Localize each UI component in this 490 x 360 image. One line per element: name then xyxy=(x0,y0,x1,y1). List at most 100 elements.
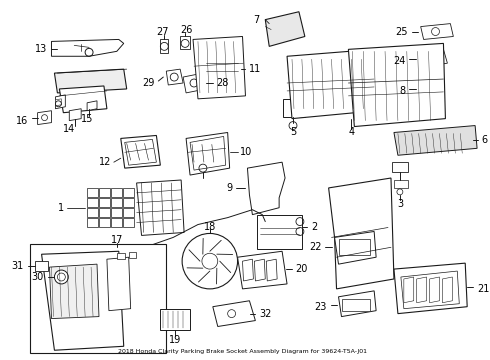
Polygon shape xyxy=(417,80,443,96)
Bar xyxy=(111,208,122,217)
Polygon shape xyxy=(166,69,183,85)
Polygon shape xyxy=(38,111,51,125)
Bar xyxy=(87,217,98,226)
Polygon shape xyxy=(121,135,160,168)
Polygon shape xyxy=(394,126,477,155)
Polygon shape xyxy=(329,178,394,289)
Polygon shape xyxy=(137,180,184,235)
Polygon shape xyxy=(55,99,61,106)
Bar xyxy=(87,198,98,207)
Text: 26: 26 xyxy=(180,24,192,35)
Text: 22: 22 xyxy=(309,242,322,252)
Bar xyxy=(111,188,122,197)
Polygon shape xyxy=(160,40,168,53)
Polygon shape xyxy=(394,263,467,314)
Text: 5: 5 xyxy=(290,127,296,138)
Text: 29: 29 xyxy=(142,78,154,88)
Text: 10: 10 xyxy=(240,147,252,157)
Polygon shape xyxy=(59,86,107,113)
Text: 13: 13 xyxy=(35,44,48,54)
Polygon shape xyxy=(193,36,245,99)
Text: 12: 12 xyxy=(98,157,111,167)
Bar xyxy=(257,215,302,249)
Bar xyxy=(87,188,98,197)
Bar xyxy=(339,239,370,255)
Text: 19: 19 xyxy=(169,336,181,345)
Polygon shape xyxy=(42,251,124,350)
Text: 2018 Honda Clarity Parking Brake Socket Assembly Diagram for 39624-T5A-J01: 2018 Honda Clarity Parking Brake Socket … xyxy=(118,349,367,354)
Text: 11: 11 xyxy=(249,64,262,74)
Text: 31: 31 xyxy=(11,261,24,271)
Polygon shape xyxy=(421,24,453,40)
Polygon shape xyxy=(254,259,265,281)
Polygon shape xyxy=(186,132,230,175)
Text: 27: 27 xyxy=(156,27,169,36)
Text: 3: 3 xyxy=(397,199,403,209)
Polygon shape xyxy=(442,277,452,303)
Polygon shape xyxy=(180,36,190,49)
Bar xyxy=(99,188,110,197)
Bar xyxy=(160,309,190,330)
Bar xyxy=(129,252,136,258)
Polygon shape xyxy=(417,49,447,67)
Polygon shape xyxy=(339,291,376,316)
Polygon shape xyxy=(247,162,285,215)
Polygon shape xyxy=(54,69,127,93)
Polygon shape xyxy=(87,101,97,111)
Text: 16: 16 xyxy=(16,116,28,126)
Text: 2: 2 xyxy=(311,221,317,231)
Text: 14: 14 xyxy=(63,123,75,134)
Polygon shape xyxy=(55,95,65,109)
Polygon shape xyxy=(51,40,124,56)
Polygon shape xyxy=(430,277,440,303)
Text: 15: 15 xyxy=(81,114,93,123)
Polygon shape xyxy=(416,277,427,303)
Polygon shape xyxy=(401,271,459,309)
Text: 25: 25 xyxy=(395,27,408,36)
Polygon shape xyxy=(266,259,277,281)
Bar xyxy=(343,299,370,311)
Bar xyxy=(283,99,305,117)
Text: 24: 24 xyxy=(393,56,406,66)
Polygon shape xyxy=(243,259,253,281)
Bar xyxy=(87,208,98,217)
Text: 21: 21 xyxy=(477,284,490,294)
Text: 20: 20 xyxy=(295,264,307,274)
Bar xyxy=(30,244,166,353)
Polygon shape xyxy=(183,73,206,93)
Polygon shape xyxy=(348,44,445,127)
Polygon shape xyxy=(238,251,287,289)
Bar xyxy=(203,56,241,84)
Polygon shape xyxy=(265,12,305,46)
Text: 4: 4 xyxy=(348,127,354,138)
Circle shape xyxy=(182,233,238,289)
Text: 9: 9 xyxy=(226,183,233,193)
Bar xyxy=(122,217,134,226)
Text: 8: 8 xyxy=(400,86,406,96)
Text: 30: 30 xyxy=(31,272,44,282)
Bar xyxy=(122,208,134,217)
Polygon shape xyxy=(35,261,48,271)
Polygon shape xyxy=(287,49,376,119)
Text: 32: 32 xyxy=(259,309,272,319)
Text: 7: 7 xyxy=(253,15,259,24)
Polygon shape xyxy=(213,301,255,327)
Bar xyxy=(99,217,110,226)
Polygon shape xyxy=(190,136,226,170)
Text: 6: 6 xyxy=(481,135,487,145)
Polygon shape xyxy=(107,257,131,311)
Bar xyxy=(111,198,122,207)
Text: 23: 23 xyxy=(314,302,327,312)
Polygon shape xyxy=(335,231,376,264)
Polygon shape xyxy=(69,109,81,121)
Polygon shape xyxy=(404,277,414,303)
Text: 1: 1 xyxy=(58,203,64,213)
Bar xyxy=(111,217,122,226)
Text: 28: 28 xyxy=(216,78,228,88)
Bar xyxy=(99,208,110,217)
Bar xyxy=(122,198,134,207)
Circle shape xyxy=(54,270,68,284)
Polygon shape xyxy=(392,162,408,172)
Bar xyxy=(99,198,110,207)
Text: 18: 18 xyxy=(204,221,216,231)
